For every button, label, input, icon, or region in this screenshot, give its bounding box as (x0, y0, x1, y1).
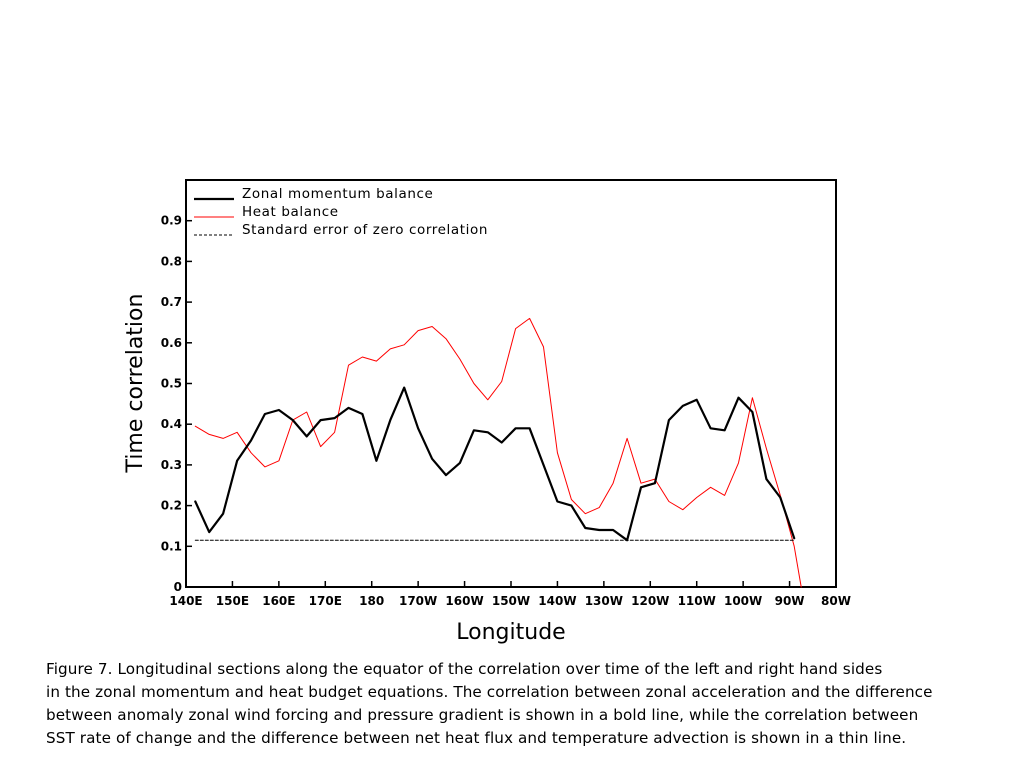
y-axis-ticks: 0 0.1 0.2 0.3 0.4 0.5 0.6 0.7 0.8 0.9 (161, 214, 192, 594)
legend-label: Standard error of zero correlation (242, 222, 488, 238)
legend-label: Heat balance (242, 204, 339, 220)
plot-frame (185, 179, 837, 588)
caption-line: SST rate of change and the difference be… (46, 729, 907, 747)
y-tick-label: 0.2 (161, 499, 182, 513)
x-tick-label: 110W (678, 594, 716, 608)
legend: Zonal momentum balance Heat balance Standa… (194, 186, 488, 238)
x-tick-label: 170E (309, 594, 342, 608)
series-layer (194, 317, 802, 588)
y-tick-label: 0.6 (161, 336, 182, 350)
caption-line: between anomaly zonal wind forcing and p… (46, 706, 919, 724)
x-axis-ticks: 140E 150E 160E 170E 180 170W 160W 150W 140W 130W 1… (169, 581, 851, 608)
y-tick-label: 0.7 (161, 295, 182, 309)
x-tick-label: 100W (724, 594, 762, 608)
figure-caption: Figure 7. Longitudinal sections along th… (46, 658, 1006, 750)
chart: 0 0.1 0.2 0.3 0.4 0.5 0.6 0.7 0.8 0.9 140E 150E 160… (123, 179, 851, 645)
y-tick-label: 0.9 (161, 214, 182, 228)
x-tick-label: 150W (492, 594, 530, 608)
y-axis-title: Time correlation (123, 294, 148, 474)
y-tick-label: 0 (174, 580, 182, 594)
x-axis-title: Longitude (456, 620, 565, 645)
caption-line: Figure 7. Longitudinal sections along th… (46, 660, 883, 678)
x-tick-label: 160W (445, 594, 483, 608)
y-tick-label: 0.5 (161, 377, 182, 391)
x-tick-label: 130W (585, 594, 623, 608)
series-line-zonal-momentum (194, 386, 796, 542)
x-tick-label: 80W (821, 594, 851, 608)
x-tick-label: 150E (216, 594, 249, 608)
x-tick-label: 160E (262, 594, 295, 608)
x-tick-label: 90W (775, 594, 805, 608)
x-tick-label: 140W (538, 594, 576, 608)
x-tick-label: 140E (169, 594, 202, 608)
series-line-heat-balance (194, 317, 802, 588)
y-tick-label: 0.3 (161, 458, 182, 472)
x-tick-label: 170W (399, 594, 437, 608)
y-tick-label: 0.8 (161, 254, 182, 268)
y-tick-label: 0.4 (161, 417, 182, 431)
legend-label: Zonal momentum balance (242, 186, 433, 202)
x-tick-label: 120W (631, 594, 669, 608)
caption-line: in the zonal momentum and heat budget eq… (46, 683, 933, 701)
y-tick-label: 0.1 (161, 539, 182, 553)
x-tick-label: 180 (359, 594, 384, 608)
